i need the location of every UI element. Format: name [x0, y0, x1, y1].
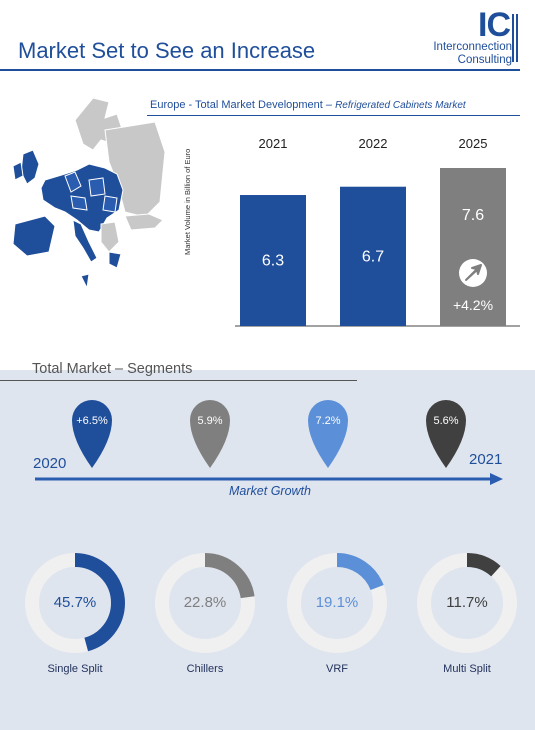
growth-pin-4: 5.6% — [426, 400, 466, 468]
category-label-2025: 2025 — [459, 136, 488, 151]
logo-line-2: Consulting — [457, 54, 512, 66]
timeline-arrow-head — [490, 473, 503, 485]
logo-mark: IC — [478, 6, 511, 44]
donut-value: 11.7% — [446, 594, 488, 611]
growth-pin-3: 7.2% — [307, 399, 348, 468]
donut-arc-multi-split — [417, 553, 517, 653]
donut-4: 11.7% — [412, 548, 522, 658]
growth-arrow-icon — [459, 259, 487, 287]
donut-1: 45.7% — [20, 548, 130, 658]
growth-pin-2: 5.9% — [190, 400, 230, 468]
growth-pin-label: 5.6% — [433, 415, 458, 427]
donut-arc-vrf — [287, 553, 387, 653]
bar-2025 — [440, 168, 506, 326]
donut-value: 45.7% — [53, 594, 97, 611]
growth-pin-label: 7.2% — [315, 415, 340, 427]
growth-rate-label: +4.2% — [453, 297, 493, 313]
donut-label: Multi Split — [443, 663, 491, 675]
category-label-2022: 2022 — [359, 136, 388, 151]
chart-heading-sub: Refrigerated Cabinets Market — [335, 100, 466, 111]
segments-title-divider — [0, 380, 357, 381]
donut-arc-single-split — [25, 553, 125, 653]
value-label-2021: 6.3 — [262, 253, 284, 270]
growth-pin-label: +6.5% — [76, 415, 108, 427]
chart-heading-main: Europe - Total Market Development — [150, 99, 323, 111]
growth-pin-1: +6.5% — [71, 399, 112, 468]
timeline-start-year: 2020 — [33, 455, 67, 472]
value-label-2022: 6.7 — [362, 248, 384, 265]
category-label-2021: 2021 — [259, 136, 288, 151]
title-divider — [0, 69, 520, 71]
logo-bars-icon — [512, 14, 518, 62]
europe-map-icon — [12, 97, 166, 290]
chart-heading: Europe - Total Market Development – Refr… — [150, 99, 466, 111]
chart-heading-divider — [147, 115, 520, 116]
y-axis-label: Market Volume in Billion of Euro — [183, 149, 192, 255]
chart-heading-dash: – — [325, 99, 333, 111]
donut-value: 22.8% — [183, 594, 227, 611]
donut-arc-chillers — [155, 553, 255, 653]
timeline-label: Market Growth — [229, 484, 311, 498]
donut-value: 19.1% — [315, 594, 359, 611]
bar-2021 — [240, 195, 306, 326]
timeline-end-year: 2021 — [469, 451, 503, 468]
segments-title: Total Market – Segments — [32, 361, 193, 377]
donut-label: VRF — [326, 663, 348, 675]
market-volume-chart: Market Volume in Billion of Euro 2021 6.3… — [183, 136, 520, 327]
donut-label: Chillers — [186, 663, 224, 675]
donut-2: 22.8% — [150, 548, 260, 658]
growth-pin-label: 5.9% — [197, 415, 222, 427]
page-title: Market Set to See an Increase — [18, 38, 316, 63]
growth-timeline: +6.5% 5.9% 7.2% 5.6% — [35, 399, 503, 485]
donut-3: 19.1% — [282, 548, 392, 658]
donut-label: Single Split — [47, 663, 103, 675]
bar-2022 — [340, 186, 406, 326]
value-label-2025: 7.6 — [462, 207, 484, 224]
logo-line-1: Interconnection — [433, 41, 512, 53]
